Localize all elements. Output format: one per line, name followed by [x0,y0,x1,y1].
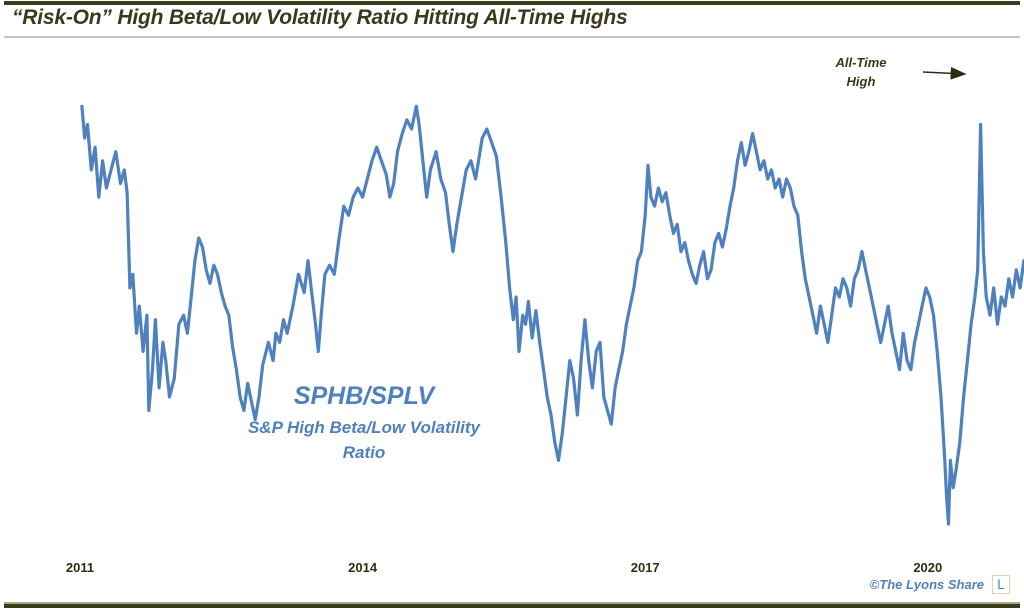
annotation-line-1: All-Time [834,55,886,70]
annotation-arrow [922,66,967,80]
x-axis-ticks: 2011 2014 2017 2020 [66,560,942,575]
x-tick-label-2014: 2014 [348,560,378,575]
lyons-share-logo: L [992,575,1010,594]
series-label-sub-1: S&P High Beta/Low Volatility [248,418,482,437]
credit-text: ©The Lyons Share [869,577,984,592]
x-tick-label-2011: 2011 [66,560,94,575]
title-divider [4,36,1020,38]
x-tick-label-2017: 2017 [631,560,660,575]
all-time-high-annotation: All-Time High [834,55,967,89]
top-border-rule [4,1,1020,5]
annotation-line-2: High [847,74,876,89]
chart-title: “Risk-On” High Beta/Low Volatility Ratio… [12,6,628,29]
series-layer [80,104,1024,526]
bottom-border-light [4,602,1020,604]
series-line-sphb-splv [80,104,1024,526]
x-tick-label-2020: 2020 [913,560,942,575]
bottom-border-rule [4,604,1020,608]
series-label-main: SPHB/SPLV [294,382,437,410]
series-label-sub-2: Ratio [343,443,386,462]
